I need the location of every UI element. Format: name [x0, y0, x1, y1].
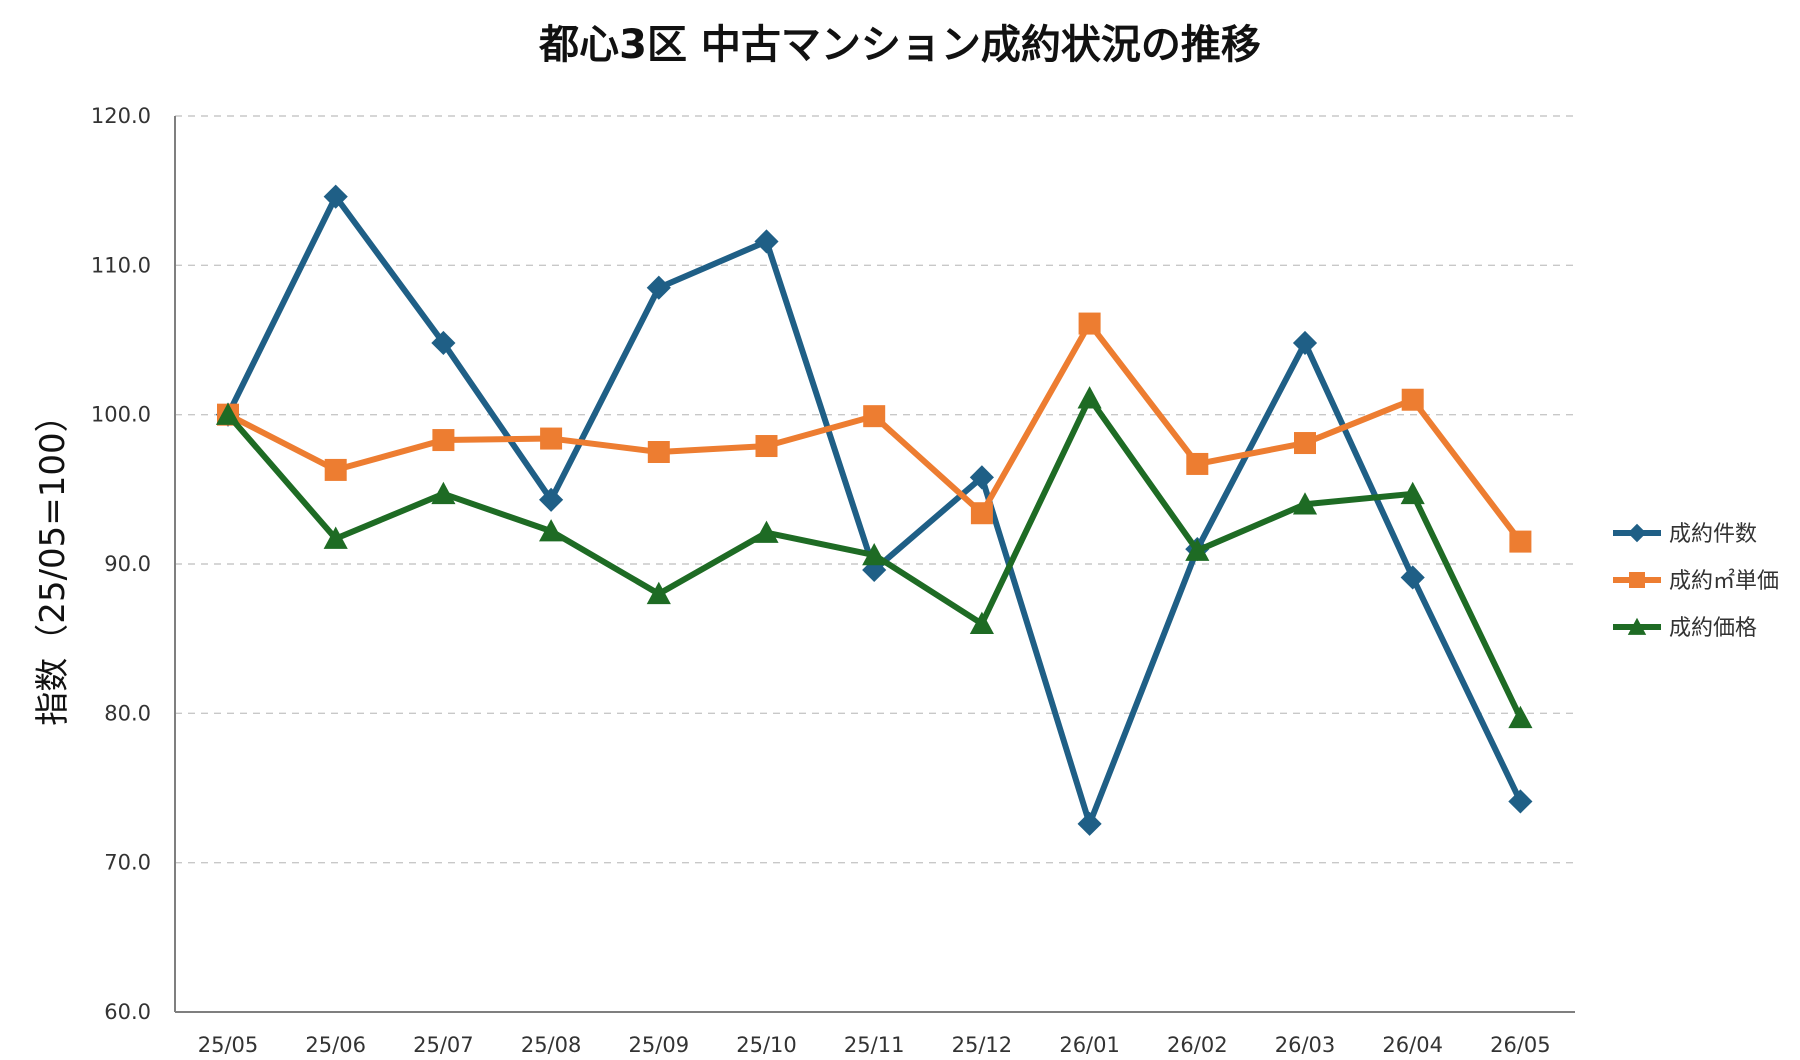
y-tick-label: 120.0	[91, 104, 151, 128]
data-point	[540, 427, 563, 450]
data-point	[646, 581, 671, 605]
x-tick-label: 25/11	[844, 1033, 905, 1057]
gridlines	[175, 115, 1575, 864]
data-point	[1294, 432, 1316, 455]
data-point	[1400, 565, 1425, 590]
y-tick-labels: 60.0 70.0 80.0 90.0 100.0 110.0 120.0	[91, 104, 151, 1024]
x-tick-label: 25/07	[413, 1033, 474, 1057]
x-tick-label: 25/09	[629, 1033, 690, 1057]
series	[215, 184, 1533, 836]
data-point	[324, 458, 347, 481]
x-tick-label: 25/08	[521, 1033, 582, 1057]
legend-item: 成約件数	[1613, 522, 1757, 547]
data-point	[1185, 538, 1210, 561]
series-3	[215, 386, 1533, 729]
data-point	[969, 465, 994, 490]
y-tick-label: 70.0	[104, 851, 151, 875]
legend-label: 成約件数	[1669, 522, 1757, 547]
series-1	[215, 184, 1533, 836]
data-point	[323, 526, 348, 549]
y-tick-label: 110.0	[91, 253, 151, 277]
x-tick-label: 25/06	[305, 1033, 366, 1057]
data-point	[1078, 312, 1101, 335]
legend-label: 成約価格	[1669, 616, 1757, 641]
data-point	[754, 229, 779, 254]
data-point	[1186, 452, 1209, 475]
data-point	[215, 402, 241, 425]
series-2	[217, 312, 1532, 553]
y-tick-label: 100.0	[91, 403, 151, 427]
data-point	[1401, 388, 1424, 411]
y-tick-label: 80.0	[104, 701, 151, 725]
data-point	[431, 481, 456, 505]
legend-label: 成約㎡単価	[1669, 568, 1779, 594]
data-point	[1077, 811, 1102, 836]
data-point	[431, 330, 456, 356]
data-point	[646, 275, 671, 300]
data-point	[323, 184, 348, 209]
series-line	[225, 193, 1524, 827]
legend-marker	[1629, 572, 1645, 588]
x-tick-label: 25/12	[952, 1033, 1013, 1057]
x-tick-label: 25/10	[736, 1033, 797, 1057]
axes	[174, 116, 1575, 1013]
x-tick-label: 26/01	[1059, 1033, 1120, 1057]
data-point	[970, 502, 993, 525]
x-tick-label: 26/05	[1490, 1033, 1551, 1057]
data-point	[1292, 330, 1318, 356]
y-axis-label: 指数（25/05=100）	[33, 398, 73, 725]
data-point	[432, 429, 455, 452]
series-line	[225, 320, 1524, 545]
legend-marker	[1627, 523, 1647, 543]
legend-marker	[1627, 617, 1647, 635]
x-tick-labels: 25/05 25/06 25/07 25/08 25/09 25/10 25/11 25/12…	[198, 1033, 1551, 1057]
x-tick-label: 26/04	[1382, 1033, 1443, 1057]
data-point	[862, 542, 887, 566]
data-point	[755, 435, 778, 458]
legend-item: 成約価格	[1613, 616, 1757, 641]
x-tick-label: 25/05	[198, 1033, 259, 1057]
data-point	[1509, 530, 1532, 553]
data-point	[863, 405, 886, 428]
data-point	[754, 520, 779, 543]
data-point	[1508, 705, 1533, 729]
data-point	[647, 441, 670, 463]
data-point	[1077, 386, 1102, 409]
data-point	[539, 519, 564, 542]
chart-title: 都心3区 中古マンション成約状況の推移	[538, 22, 1261, 68]
data-point	[1400, 481, 1425, 505]
x-tick-label: 26/02	[1167, 1033, 1228, 1057]
y-tick-label: 60.0	[104, 1000, 151, 1024]
data-point	[539, 487, 564, 512]
data-point	[1508, 789, 1533, 814]
y-tick-label: 90.0	[104, 552, 151, 576]
data-point	[1292, 492, 1318, 515]
x-tick-label: 26/03	[1275, 1033, 1336, 1057]
data-point	[862, 557, 887, 583]
data-point	[969, 611, 994, 634]
legend-item: 成約㎡単価	[1613, 568, 1779, 594]
